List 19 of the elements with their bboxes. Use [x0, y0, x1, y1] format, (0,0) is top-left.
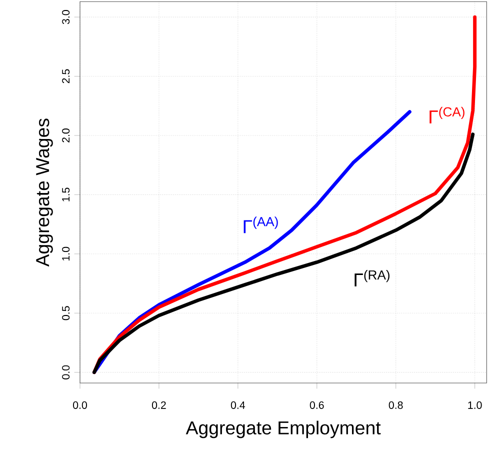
x-axis-title: Aggregate Employment	[186, 420, 381, 438]
y-tick-label: 0.5	[62, 306, 70, 320]
y-axis-title: Aggregate Wages	[36, 118, 53, 267]
series-label: Γ$^{(RA)}$	[354, 270, 390, 286]
line-series	[92, 132, 475, 374]
x-tick-label: 0.6	[310, 401, 324, 409]
series-label: Γ$^{(AA)}$	[244, 216, 278, 234]
y-tick-label: 3.0	[62, 10, 70, 24]
x-tick-label: 0.2	[152, 401, 166, 409]
y-tick-label: 2.0	[62, 128, 70, 142]
y-tick-label: 0.0	[62, 365, 70, 380]
series-label: Γ$^{(CA)}$	[430, 106, 464, 124]
x-tick-label: 0.4	[230, 401, 246, 409]
x-tick-label: 1.0	[468, 401, 482, 409]
y-tick-label: 1.5	[62, 188, 70, 202]
y-tick-label: 1.0	[62, 246, 70, 261]
x-tick-label: 0.0	[73, 401, 88, 409]
y-tick-label: 2.5	[62, 69, 70, 84]
x-tick-label: 0.8	[388, 401, 403, 409]
